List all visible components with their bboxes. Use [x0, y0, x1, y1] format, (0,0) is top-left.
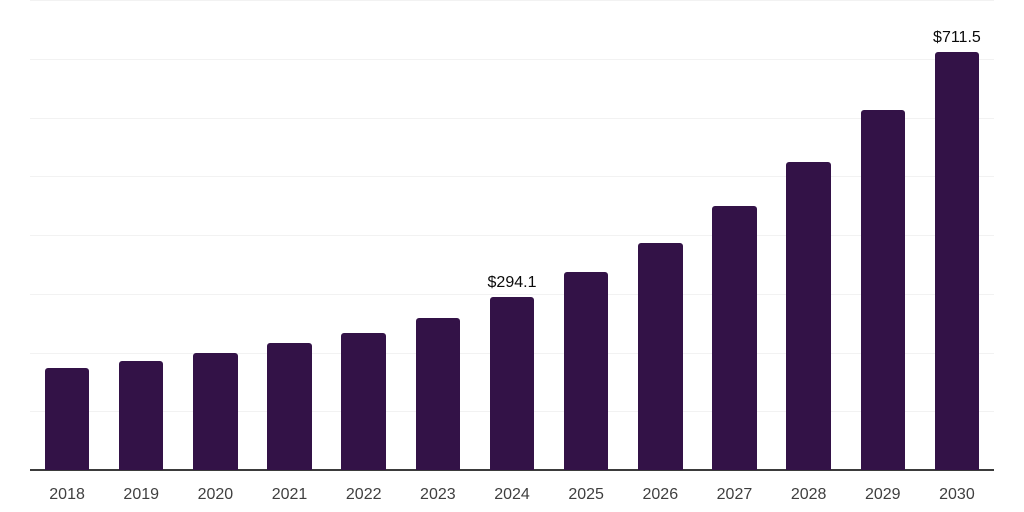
bar-2025 [563, 272, 609, 470]
bar-2019 [118, 360, 164, 470]
x-tick-label-2025: 2025 [568, 486, 604, 503]
x-tick-label-2027: 2027 [716, 486, 753, 503]
gridline-700 [30, 58, 994, 60]
plot-area: $294.1 $711.5 [30, 0, 994, 471]
bar-2024 [489, 297, 535, 470]
x-tick-label-2019: 2019 [123, 486, 160, 503]
x-tick-label-2020: 2020 [197, 486, 234, 503]
bar-value-label-2024: $294.1 [487, 274, 537, 292]
bar-2020 [193, 352, 238, 470]
bar-2023 [415, 318, 461, 470]
x-tick-label-2022: 2022 [345, 486, 382, 503]
gridline-400 [30, 235, 994, 236]
x-tick-label-2021: 2021 [271, 486, 308, 503]
bar-2021 [267, 343, 312, 470]
bar-2027 [712, 205, 757, 470]
x-tick-label-2026: 2026 [642, 486, 679, 503]
gridline-600 [30, 117, 994, 119]
bar-2028 [786, 162, 831, 470]
bar-2022 [341, 332, 386, 470]
bar-value-label-2030: $711.5 [933, 29, 981, 46]
x-tick-label-2029: 2029 [864, 486, 901, 503]
bar-2018 [44, 368, 90, 470]
gridline-500 [30, 176, 994, 178]
x-tick-label-2030: 2030 [939, 486, 975, 503]
x-tick-label-2018: 2018 [49, 486, 85, 503]
x-axis-line [30, 469, 994, 471]
x-tick-label-2024: 2024 [494, 486, 530, 503]
bar-2029 [860, 110, 906, 470]
bar-2030 [934, 52, 980, 470]
x-tick-label-2028: 2028 [790, 486, 827, 503]
x-tick-label-2023: 2023 [420, 486, 456, 503]
gridline-800 [30, 0, 994, 1]
gridline-300 [30, 293, 994, 295]
bar-2026 [638, 242, 683, 470]
